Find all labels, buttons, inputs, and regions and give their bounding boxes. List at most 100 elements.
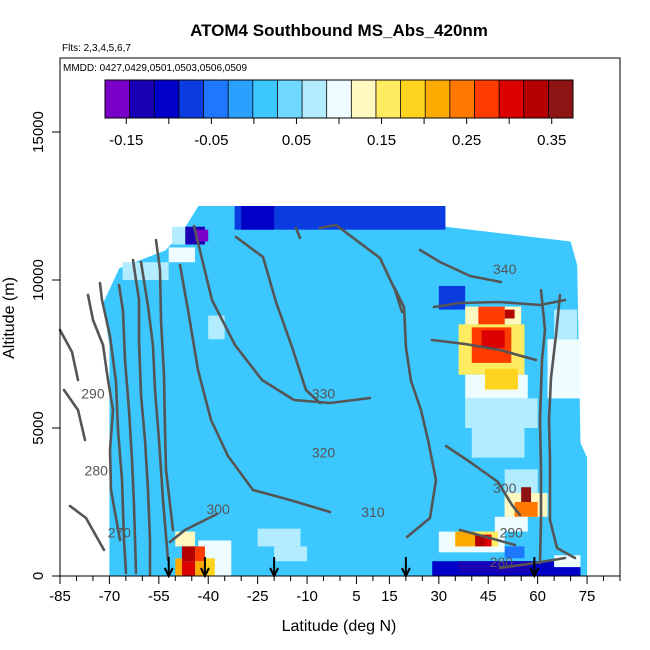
data-cell — [554, 555, 581, 568]
colorbar: -0.15 -0.05 0.05 0.15 0.25 0.35 — [104, 79, 574, 149]
data-cell — [181, 546, 196, 562]
colorbar-segment — [548, 80, 574, 118]
colorbar-tick-label: -0.15 — [109, 132, 143, 149]
contour-label: 310 — [361, 504, 385, 520]
contour-label: 290 — [500, 525, 524, 541]
colorbar-segment — [203, 80, 229, 118]
contour-line — [458, 528, 517, 547]
data-cell — [274, 546, 308, 562]
colorbar-segment — [425, 80, 451, 118]
colorbar-segment — [178, 80, 204, 118]
data-cell — [195, 229, 209, 242]
y-tick-label: 10000 — [30, 259, 47, 301]
contour-label: 340 — [493, 261, 517, 277]
y-axis-label: Altitude (m) — [1, 277, 18, 359]
data-cell — [204, 558, 215, 576]
contour-line — [68, 504, 106, 552]
contour-line — [62, 388, 87, 442]
data-cell — [494, 516, 528, 532]
data-cell — [175, 558, 182, 576]
contour-label: 270 — [108, 525, 132, 541]
data-cell — [195, 561, 205, 576]
contour-line — [392, 285, 438, 539]
contour-label: 300 — [493, 480, 517, 496]
data-cell — [181, 561, 196, 576]
data-cell — [455, 531, 476, 547]
colorbar-segment — [129, 80, 155, 118]
colorbar-segment — [499, 80, 525, 118]
colorbar-tick-label: 0.05 — [282, 132, 311, 149]
contour-line — [86, 293, 122, 542]
colorbar-segment — [326, 80, 352, 118]
flights-note: Flts: 2,3,4,5,6,7 — [62, 43, 131, 54]
colorbar-segment — [375, 80, 401, 118]
colorbar-segment — [105, 80, 130, 118]
contour-line — [131, 258, 152, 577]
colorbar-tick-label: -0.05 — [194, 132, 228, 149]
y-tick-label: 0 — [30, 572, 47, 580]
colorbar-tick-label: 0.15 — [367, 132, 396, 149]
contour-line — [538, 288, 547, 565]
x-tick-label: -70 — [99, 588, 121, 605]
contour-line — [444, 444, 522, 517]
contour-labels: 340 330 320 310 300 300 290 290 280 280 270 — [81, 261, 523, 570]
x-axis: -85 -70 -55 -40 -25 -10 5 15 30 45 60 75 — [49, 575, 621, 605]
colorbar-tick-label: 0.25 — [452, 132, 481, 149]
data-cell — [484, 368, 518, 390]
field-background — [102, 206, 588, 576]
contour-line — [318, 223, 404, 314]
x-axis-label: Latitude (deg N) — [282, 618, 397, 635]
contour-line — [139, 260, 170, 562]
x-tick-label: -55 — [148, 588, 170, 605]
data-cell — [195, 546, 205, 562]
data-cell — [208, 315, 225, 340]
contour-line — [432, 298, 567, 309]
x-tick-label: -40 — [197, 588, 219, 605]
data-cell — [554, 309, 578, 340]
contour-label: 280 — [490, 554, 514, 570]
data-cell — [521, 487, 532, 502]
colorbar-segment — [474, 80, 500, 118]
data-cell — [475, 534, 485, 547]
colorbar-segment — [228, 80, 254, 118]
data-cell — [172, 226, 186, 245]
data-cell — [257, 528, 301, 547]
colorbar-segment — [523, 80, 549, 118]
y-tick-label: 15000 — [30, 111, 47, 153]
data-cell — [514, 502, 538, 517]
x-tick-label: 15 — [381, 588, 398, 605]
x-tick-label: 60 — [529, 588, 546, 605]
colorbar-segment — [351, 80, 377, 118]
colorbar-segment — [277, 80, 303, 118]
colorbar-segment — [154, 80, 180, 118]
contour-line — [547, 293, 577, 560]
contour-line — [154, 238, 175, 532]
colorbar-segment — [252, 80, 278, 118]
contour-label: 320 — [312, 445, 336, 461]
plot-data-layer — [102, 206, 588, 576]
flight-arrows — [163, 557, 540, 579]
y-tick-label: 5000 — [30, 411, 47, 444]
data-cell — [465, 398, 538, 428]
contour-line — [117, 283, 138, 575]
data-cell — [484, 534, 492, 547]
data-cell — [122, 262, 169, 280]
contour-label: 290 — [81, 385, 105, 401]
data-cell — [234, 206, 446, 230]
contour-label: 300 — [206, 501, 230, 517]
contour-line — [168, 512, 219, 544]
contour-label: 280 — [85, 462, 109, 478]
isentrope-contours — [58, 223, 577, 577]
colorbar-tick-label: 0.35 — [537, 132, 566, 149]
contour-line — [430, 338, 538, 362]
data-cell — [471, 428, 525, 458]
x-tick-label: -10 — [296, 588, 318, 605]
x-tick-label: 75 — [579, 588, 596, 605]
x-tick-label: 30 — [430, 588, 447, 605]
data-cell — [504, 546, 525, 559]
x-tick-label: 45 — [480, 588, 497, 605]
data-cell — [241, 206, 275, 230]
contour-line — [234, 235, 322, 405]
x-tick-label: -25 — [247, 588, 269, 605]
contour-line — [294, 226, 302, 240]
